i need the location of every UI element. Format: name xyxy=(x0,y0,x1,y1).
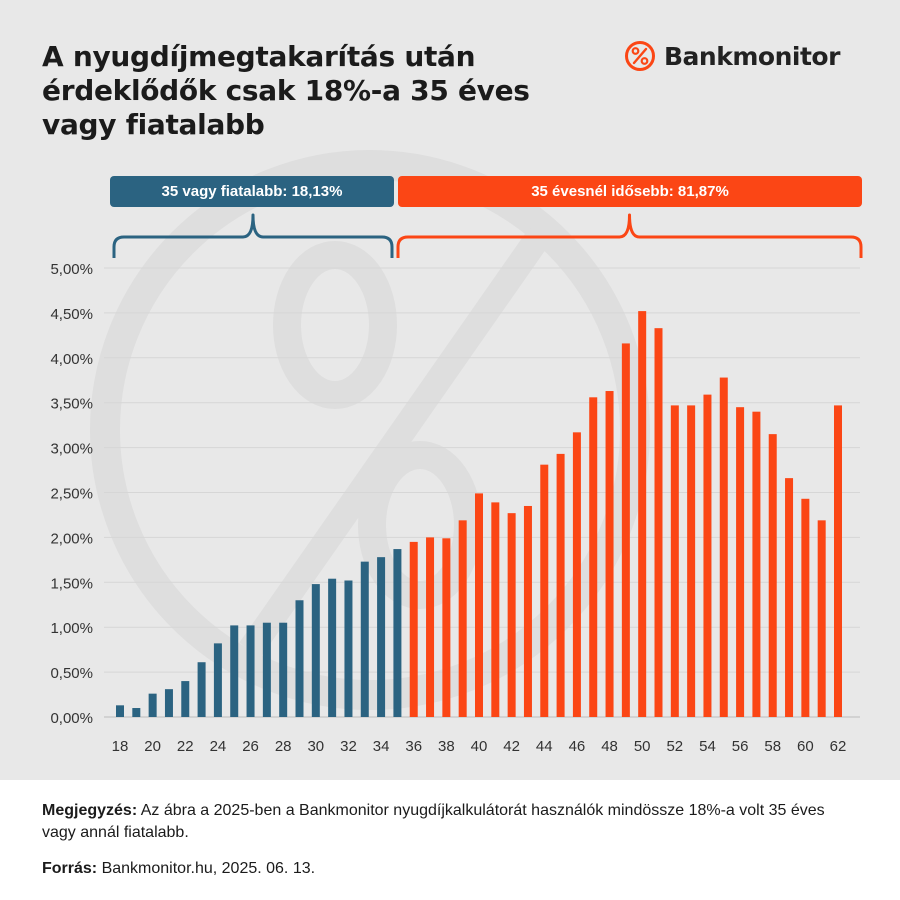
bar-age-60 xyxy=(801,498,810,717)
bar-age-43 xyxy=(523,505,532,717)
y-tick-label: 4,50% xyxy=(50,306,93,323)
young-segment-label: 35 vagy fiatalabb: 18,13% xyxy=(110,176,394,207)
bar-age-25 xyxy=(230,625,239,717)
x-tick-label: 60 xyxy=(797,738,814,755)
source-text: Bankmonitor.hu, 2025. 06. 13. xyxy=(101,860,316,877)
bar-age-47 xyxy=(589,397,598,717)
bar-age-62 xyxy=(834,405,842,717)
bar-age-44 xyxy=(540,464,549,717)
percent-watermark-icon xyxy=(0,0,900,780)
bar-age-19 xyxy=(132,708,141,717)
bar-age-61 xyxy=(817,520,826,717)
x-tick-label: 34 xyxy=(373,738,390,755)
y-tick-label: 4,00% xyxy=(50,351,93,368)
bar-age-31 xyxy=(328,578,337,717)
x-tick-label: 56 xyxy=(732,738,749,755)
bar-age-55 xyxy=(719,377,728,717)
source: Forrás: Bankmonitor.hu, 2025. 06. 13. xyxy=(42,858,862,880)
footer: Megjegyzés: Az ábra a 2025-ben a Bankmon… xyxy=(42,800,862,880)
x-tick-label: 42 xyxy=(503,738,520,755)
x-tick-label: 22 xyxy=(177,738,194,755)
bar-age-30 xyxy=(311,584,320,717)
page-title: A nyugdíjmegtakarítás után érdeklődők cs… xyxy=(42,40,530,141)
y-tick-label: 2,00% xyxy=(50,530,93,547)
bar-age-39 xyxy=(458,520,467,717)
bar-age-36 xyxy=(409,541,418,717)
x-tick-label: 30 xyxy=(307,738,324,755)
x-tick-label: 54 xyxy=(699,738,716,755)
y-tick-label: 0,50% xyxy=(50,665,93,682)
young-brace xyxy=(112,213,394,258)
x-tick-label: 32 xyxy=(340,738,357,755)
x-tick-label: 26 xyxy=(242,738,259,755)
bar-age-56 xyxy=(736,407,745,717)
bar-age-22 xyxy=(181,681,190,717)
y-tick-label: 1,50% xyxy=(50,575,93,592)
bar-age-27 xyxy=(262,622,271,717)
x-tick-label: 58 xyxy=(764,738,781,755)
bar-age-50 xyxy=(638,311,647,717)
bar-age-42 xyxy=(507,513,516,717)
bar-age-54 xyxy=(703,394,712,717)
x-tick-label: 50 xyxy=(634,738,651,755)
old-brace xyxy=(396,213,863,258)
old-segment-label: 35 évesnél idősebb: 81,87% xyxy=(398,176,862,207)
bar-age-23 xyxy=(197,662,206,717)
x-tick-label: 18 xyxy=(112,738,129,755)
brand-logo: Bankmonitor xyxy=(624,36,840,76)
y-tick-label: 1,00% xyxy=(50,620,93,637)
bar-age-38 xyxy=(442,538,451,717)
bar-age-18 xyxy=(116,705,124,717)
bar-age-35 xyxy=(393,549,402,717)
bar-age-28 xyxy=(279,622,288,717)
x-tick-label: 46 xyxy=(569,738,586,755)
bar-age-21 xyxy=(164,689,173,717)
bar-age-20 xyxy=(148,693,157,717)
note-text: Az ábra a 2025-ben a Bankmonitor nyugdíj… xyxy=(42,802,825,841)
bar-age-46 xyxy=(572,432,581,717)
x-tick-label: 52 xyxy=(666,738,683,755)
bar-age-59 xyxy=(785,478,794,717)
bar-age-51 xyxy=(654,328,663,717)
bar-age-49 xyxy=(621,343,630,717)
y-tick-label: 0,00% xyxy=(50,710,93,727)
bar-age-32 xyxy=(344,580,353,717)
x-tick-label: 48 xyxy=(601,738,618,755)
x-tick-label: 62 xyxy=(830,738,847,755)
x-tick-label: 36 xyxy=(405,738,422,755)
brand-name: Bankmonitor xyxy=(664,41,840,71)
y-tick-label: 2,50% xyxy=(50,486,93,503)
bar-age-53 xyxy=(687,405,696,717)
y-tick-label: 5,00% xyxy=(50,261,93,278)
bar-age-29 xyxy=(295,600,304,717)
x-tick-label: 38 xyxy=(438,738,455,755)
x-tick-label: 20 xyxy=(144,738,161,755)
percent-badge-icon xyxy=(625,41,655,71)
x-tick-label: 44 xyxy=(536,738,553,755)
bar-age-26 xyxy=(246,625,255,717)
x-tick-label: 24 xyxy=(210,738,227,755)
bar-age-34 xyxy=(377,557,386,717)
bar-age-58 xyxy=(768,434,777,717)
x-tick-label: 40 xyxy=(471,738,488,755)
bar-age-48 xyxy=(605,391,614,717)
bar-age-37 xyxy=(426,537,435,717)
note: Megjegyzés: Az ábra a 2025-ben a Bankmon… xyxy=(42,800,862,844)
bar-age-57 xyxy=(752,411,761,717)
x-tick-label: 28 xyxy=(275,738,292,755)
bar-age-52 xyxy=(670,405,679,717)
note-label: Megjegyzés: xyxy=(42,802,138,819)
bar-age-40 xyxy=(475,493,483,717)
chart-panel: A nyugdíjmegtakarítás után érdeklődők cs… xyxy=(0,0,900,780)
bar-age-45 xyxy=(556,453,565,717)
age-distribution-chart: 0,00% 0,50% 1,00% 1,50% 2,00% 2,50% 3,00% 3,50%… xyxy=(50,213,863,755)
bar-age-24 xyxy=(213,643,222,717)
y-tick-label: 3,50% xyxy=(50,396,93,413)
y-tick-label: 3,00% xyxy=(50,441,93,458)
bar-age-41 xyxy=(491,502,500,717)
source-label: Forrás: xyxy=(42,860,98,877)
bar-age-33 xyxy=(360,561,369,717)
